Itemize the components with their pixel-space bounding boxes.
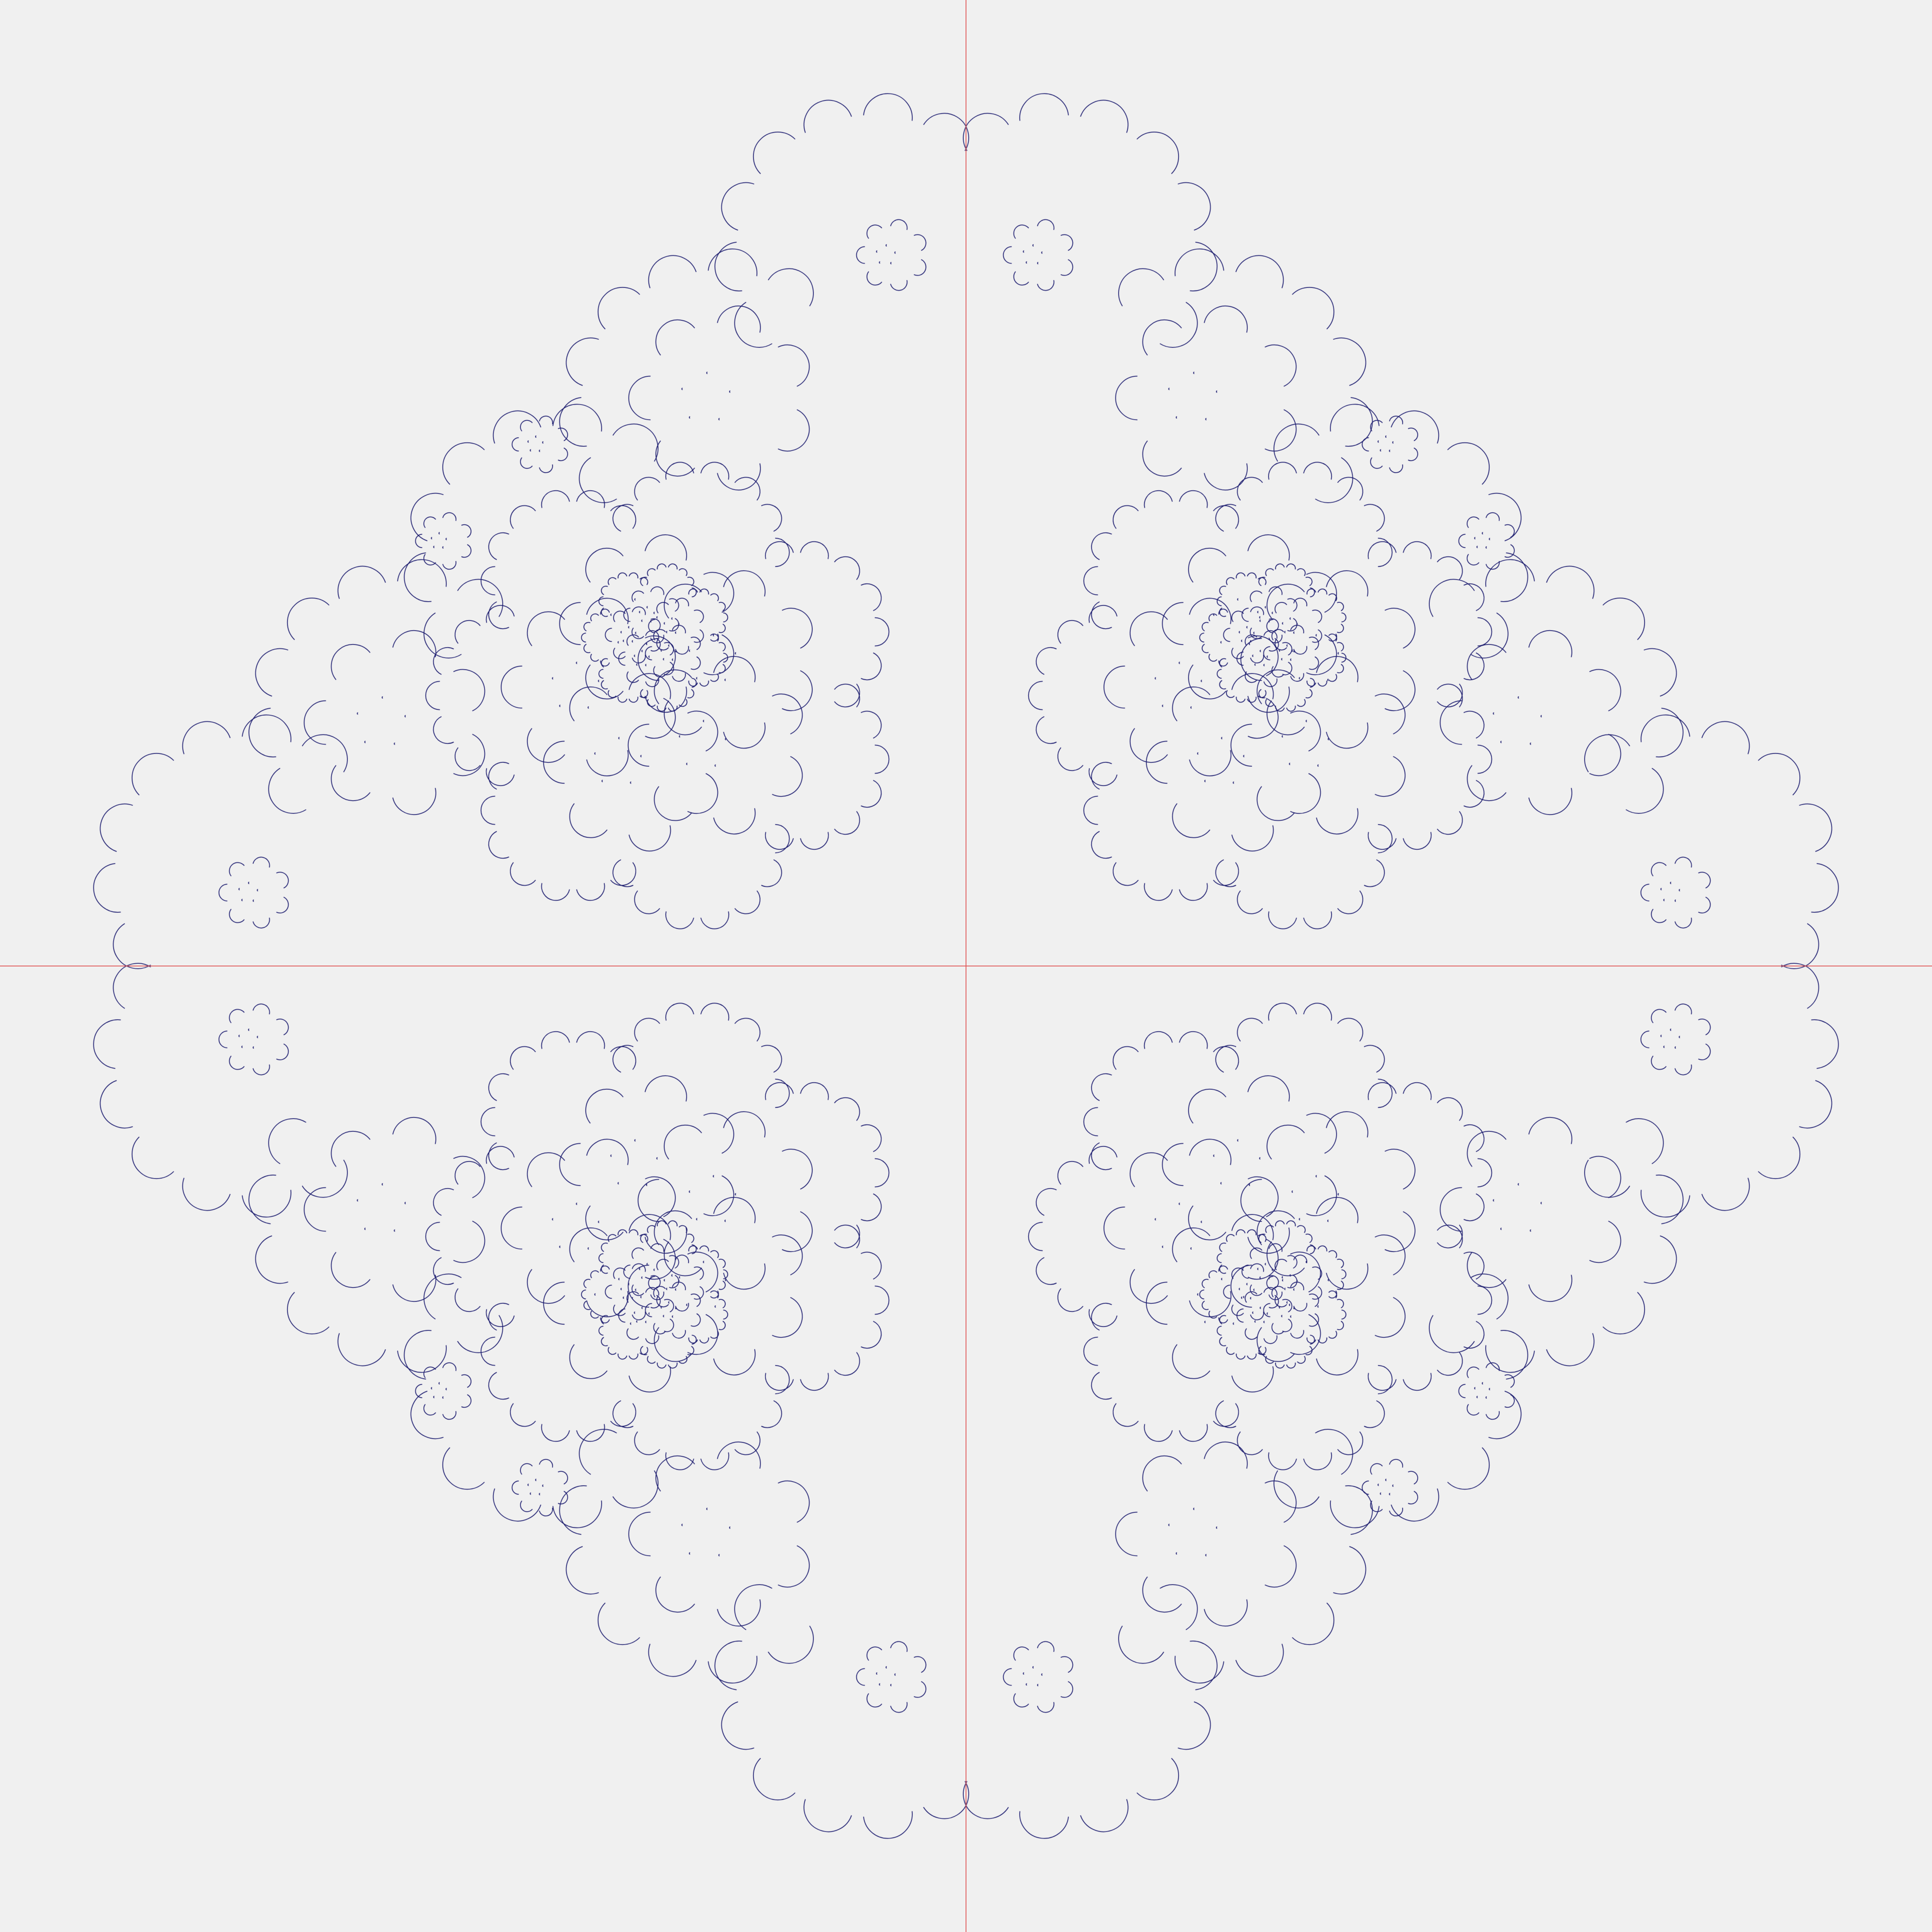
fractal-curve-canvas (0, 0, 1932, 1932)
